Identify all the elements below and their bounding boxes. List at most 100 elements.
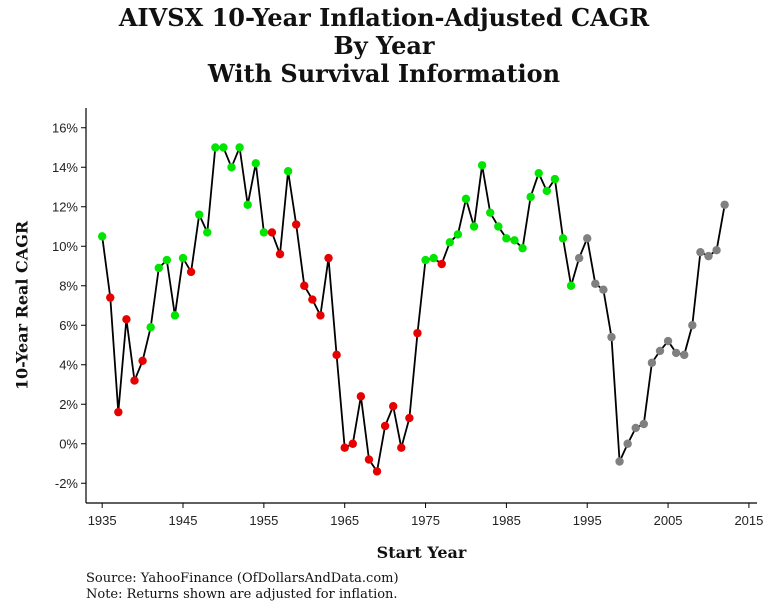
data-point-green: [421, 255, 430, 265]
axes: [85, 108, 757, 504]
data-point-gray: [615, 457, 624, 466]
y-tick-label: 0%: [59, 436, 78, 451]
data-point-gray: [647, 358, 657, 367]
data-point-green: [445, 238, 454, 247]
data-point-green: [502, 234, 511, 243]
data-point-green: [211, 143, 220, 152]
data-point-green: [178, 253, 188, 263]
x-tick-label: 1935: [88, 513, 117, 528]
data-point-green: [461, 194, 471, 204]
chart-title-line-2: By Year: [333, 31, 435, 60]
y-tick-label: 10%: [52, 239, 78, 254]
data-point-green: [477, 161, 487, 170]
x-tick-label: 2005: [654, 513, 683, 528]
data-point-red: [348, 439, 357, 448]
data-point-gray: [712, 246, 721, 255]
data-point-green: [219, 143, 228, 152]
data-point-red: [324, 253, 333, 263]
data-point-red: [405, 413, 414, 423]
x-tick-label: 1975: [411, 513, 440, 528]
data-point-green: [162, 255, 172, 265]
data-point-red: [275, 249, 285, 259]
data-point-red: [316, 311, 325, 320]
data-point-red: [300, 281, 309, 290]
data-point-green: [170, 311, 180, 320]
data-point-green: [566, 281, 576, 290]
data-point-red: [389, 402, 398, 411]
data-point-green: [510, 236, 519, 245]
y-tick-label: 6%: [59, 318, 78, 333]
data-point-green: [283, 167, 293, 176]
data-point-green: [251, 159, 260, 168]
data-point-red: [340, 443, 349, 452]
series-line: [101, 144, 726, 474]
data-point-red: [397, 443, 406, 452]
chart-title-line-1: AIVSX 10-Year Inflation-Adjusted CAGR: [118, 3, 650, 32]
data-point-gray: [591, 279, 600, 288]
data-point-green: [494, 222, 503, 231]
data-point-green: [154, 263, 163, 273]
data-point-gray: [583, 234, 592, 243]
y-tick-label: 14%: [52, 160, 78, 175]
data-point-green: [534, 168, 543, 178]
data-point-red: [332, 350, 341, 360]
data-point-green: [518, 244, 527, 253]
data-point-gray: [631, 423, 640, 433]
data-point-gray: [663, 336, 673, 346]
source-note: Source: YahooFinance (OfDollarsAndData.c…: [86, 571, 399, 586]
x-axis-ticks: 1935 1945 1955 1965 1975 1985 1995 2005 2015: [88, 503, 763, 528]
data-point-red: [380, 421, 390, 431]
data-point-green: [227, 163, 236, 172]
data-point-red: [413, 328, 422, 338]
data-point-red: [130, 376, 139, 385]
data-point-green: [243, 200, 252, 209]
data-point-red: [267, 228, 277, 237]
data-point-gray: [688, 321, 697, 330]
chart-title-line-3: With Survival Information: [207, 59, 561, 88]
data-point-green: [469, 222, 479, 231]
data-point-gray: [671, 348, 681, 358]
x-axis-label: Start Year: [377, 543, 467, 562]
data-point-green: [429, 253, 438, 263]
data-point-gray: [704, 251, 713, 261]
data-point-gray: [599, 285, 608, 294]
data-point-green: [203, 228, 212, 237]
data-point-green: [194, 210, 204, 219]
data-point-green: [550, 174, 560, 184]
data-point-gray: [574, 253, 584, 263]
data-point-red: [106, 293, 115, 302]
data-point-red: [138, 356, 147, 365]
data-point-green: [558, 234, 568, 243]
x-tick-label: 1965: [330, 513, 359, 528]
y-tick-label: 2%: [59, 397, 78, 412]
data-point-green: [486, 208, 495, 217]
data-point-green: [453, 230, 463, 239]
data-point-gray: [639, 419, 649, 429]
y-axis-ticks: -2% 0% 2% 4% 6% 8% 10% 12% 14% 16%: [52, 120, 86, 491]
data-point-gray: [720, 200, 729, 209]
data-point-gray: [607, 332, 616, 342]
data-point-green: [235, 143, 244, 152]
x-tick-label: 1985: [492, 513, 521, 528]
data-point-red: [186, 267, 196, 277]
data-point-green: [146, 323, 155, 332]
data-point-red: [308, 295, 317, 304]
data-points: [97, 143, 729, 476]
data-point-green: [259, 228, 269, 237]
data-point-gray: [623, 439, 632, 448]
y-tick-label: 12%: [52, 199, 78, 214]
y-axis-label: 10-Year Real CAGR: [13, 220, 32, 390]
data-point-gray: [655, 346, 665, 356]
data-point-red: [114, 407, 123, 417]
data-point-green: [97, 232, 107, 241]
y-tick-label: 4%: [59, 357, 78, 372]
data-point-red: [372, 467, 382, 476]
y-tick-label: 8%: [59, 278, 78, 293]
y-tick-label: -2%: [55, 476, 79, 491]
data-point-gray: [696, 247, 705, 257]
data-point-red: [437, 259, 446, 269]
x-tick-label: 1995: [573, 513, 602, 528]
x-tick-label: 2015: [734, 513, 763, 528]
data-point-red: [364, 455, 374, 464]
